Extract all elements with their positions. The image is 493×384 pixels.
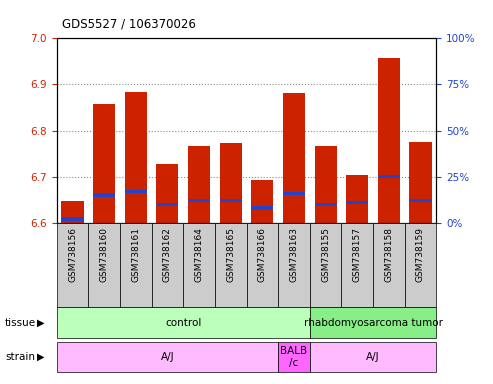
Text: control: control: [165, 318, 202, 328]
Bar: [156, 203, 178, 206]
Bar: [283, 192, 305, 195]
Bar: [373, 223, 405, 307]
Text: GSM738156: GSM738156: [68, 227, 77, 282]
Bar: [219, 144, 242, 223]
Text: ▶: ▶: [37, 318, 45, 328]
Bar: [215, 223, 246, 307]
Bar: [310, 342, 436, 372]
Bar: [251, 180, 274, 223]
Text: GSM738160: GSM738160: [100, 227, 108, 282]
Text: GSM738157: GSM738157: [352, 227, 362, 282]
Bar: [152, 223, 183, 307]
Text: GDS5527 / 106370026: GDS5527 / 106370026: [62, 17, 196, 30]
Bar: [251, 206, 274, 210]
Text: A/J: A/J: [366, 352, 380, 362]
Text: tissue: tissue: [5, 318, 36, 328]
Text: GSM738159: GSM738159: [416, 227, 425, 282]
Bar: [188, 199, 210, 202]
Bar: [310, 307, 436, 338]
Bar: [409, 199, 431, 202]
Text: GSM738155: GSM738155: [321, 227, 330, 282]
Bar: [62, 200, 84, 223]
Bar: [183, 223, 215, 307]
Bar: [219, 199, 242, 202]
Text: GSM738163: GSM738163: [289, 227, 298, 282]
Bar: [409, 142, 431, 223]
Text: A/J: A/J: [161, 352, 174, 362]
Bar: [57, 307, 310, 338]
Bar: [125, 190, 147, 193]
Text: GSM738158: GSM738158: [385, 227, 393, 282]
Bar: [315, 146, 337, 223]
Bar: [310, 223, 341, 307]
Bar: [57, 342, 278, 372]
Text: GSM738164: GSM738164: [195, 227, 204, 282]
Bar: [88, 223, 120, 307]
Text: BALB
/c: BALB /c: [281, 346, 308, 368]
Text: GSM738162: GSM738162: [163, 227, 172, 282]
Text: ▶: ▶: [37, 352, 45, 362]
Text: strain: strain: [5, 352, 35, 362]
Text: rhabdomyosarcoma tumor: rhabdomyosarcoma tumor: [304, 318, 443, 328]
Bar: [156, 164, 178, 223]
Bar: [93, 194, 115, 197]
Bar: [246, 223, 278, 307]
Bar: [188, 146, 210, 223]
Bar: [405, 223, 436, 307]
Bar: [125, 92, 147, 223]
Bar: [57, 223, 88, 307]
Bar: [283, 93, 305, 223]
Bar: [315, 203, 337, 206]
Bar: [346, 201, 368, 204]
Text: GSM738165: GSM738165: [226, 227, 235, 282]
Bar: [62, 217, 84, 221]
Bar: [341, 223, 373, 307]
Bar: [278, 223, 310, 307]
Bar: [346, 175, 368, 223]
Bar: [378, 58, 400, 223]
Text: GSM738161: GSM738161: [131, 227, 141, 282]
Bar: [278, 342, 310, 372]
Text: GSM738166: GSM738166: [258, 227, 267, 282]
Bar: [120, 223, 152, 307]
Bar: [93, 104, 115, 223]
Bar: [378, 175, 400, 178]
